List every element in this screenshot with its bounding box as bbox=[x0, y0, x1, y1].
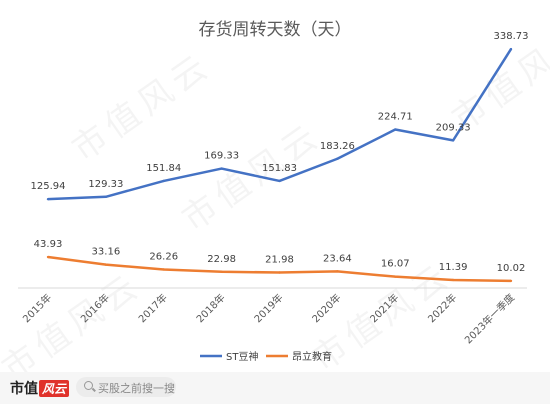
brand-logo-text: 市值 bbox=[10, 381, 38, 397]
data-point bbox=[278, 271, 281, 274]
data-label: 169.33 bbox=[204, 151, 239, 162]
data-point bbox=[451, 278, 455, 282]
data-point bbox=[46, 197, 50, 201]
data-label: 151.83 bbox=[262, 163, 297, 174]
chart-title: 存货周转天数（天） bbox=[199, 20, 352, 40]
data-label: 21.98 bbox=[265, 254, 294, 265]
data-label: 16.07 bbox=[381, 259, 410, 270]
search-icon bbox=[84, 381, 93, 390]
x-tick-label: 2017年 bbox=[136, 291, 170, 325]
brand-logo-mark: 风云 bbox=[39, 380, 70, 397]
data-point bbox=[509, 279, 513, 283]
x-tick-label: 2022年 bbox=[425, 291, 459, 325]
data-point bbox=[162, 268, 165, 271]
x-tick-label: 2020年 bbox=[309, 291, 343, 325]
data-point bbox=[336, 157, 339, 160]
legend: ST豆神 昂立教育 bbox=[200, 350, 332, 363]
data-label: 23.64 bbox=[323, 253, 352, 264]
data-point bbox=[278, 179, 281, 183]
x-tick-label: 2021年 bbox=[367, 291, 401, 325]
x-tick-label: 2023年一季度 bbox=[462, 291, 517, 346]
data-label: 183.26 bbox=[320, 141, 355, 152]
data-label: 209.33 bbox=[436, 122, 471, 133]
x-tick-label: 2016年 bbox=[78, 291, 112, 325]
data-label: 129.33 bbox=[88, 179, 123, 190]
x-axis-ticks: 2015年 2016年 2017年 2018年 2019年 2020年 2021年 2022年… bbox=[20, 291, 517, 346]
data-point bbox=[509, 47, 513, 51]
data-label: 338.73 bbox=[494, 31, 529, 42]
brand-logo[interactable]: 市值 风云 bbox=[10, 378, 70, 398]
data-point bbox=[336, 270, 339, 273]
series-layer: 125.94 129.33 151.84 169.33 151.83 183.26 224.… bbox=[31, 31, 529, 283]
search-box[interactable]: 买股之前搜一搜 bbox=[76, 377, 176, 397]
footer-bar: 市值 风云 买股之前搜一搜 bbox=[0, 372, 550, 404]
data-point bbox=[394, 128, 397, 131]
data-point bbox=[394, 275, 397, 278]
legend-label: ST豆神 bbox=[226, 350, 258, 363]
data-label: 125.94 bbox=[31, 181, 66, 192]
data-point bbox=[46, 255, 50, 259]
line-chart: 存货周转天数（天） 125.94 129.33 151.84 169.33 151.83… bbox=[18, 20, 529, 363]
data-label: 224.71 bbox=[378, 112, 413, 123]
data-label: 26.26 bbox=[149, 251, 178, 262]
data-point bbox=[104, 195, 108, 198]
x-tick-label: 2019年 bbox=[251, 291, 285, 325]
search-placeholder: 买股之前搜一搜 bbox=[98, 382, 175, 395]
data-label: 11.39 bbox=[439, 262, 468, 273]
data-point bbox=[162, 179, 165, 183]
data-label: 43.93 bbox=[34, 239, 63, 250]
x-tick-label: 2015年 bbox=[20, 291, 54, 325]
data-point bbox=[220, 270, 223, 273]
data-label: 22.98 bbox=[207, 254, 236, 265]
data-label: 151.84 bbox=[146, 163, 181, 174]
legend-label: 昂立教育 bbox=[292, 350, 332, 363]
x-tick-label: 2018年 bbox=[193, 291, 227, 325]
data-point bbox=[451, 139, 455, 142]
data-point bbox=[104, 263, 108, 266]
data-label: 10.02 bbox=[497, 263, 526, 274]
data-label: 33.16 bbox=[92, 247, 121, 258]
data-point bbox=[220, 167, 223, 170]
